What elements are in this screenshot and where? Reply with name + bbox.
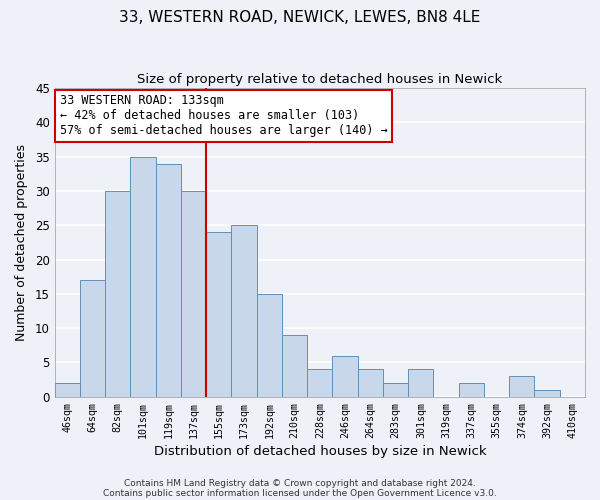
Bar: [105, 191, 130, 396]
Bar: [459, 383, 484, 396]
Bar: [408, 370, 433, 396]
Text: 33 WESTERN ROAD: 133sqm
← 42% of detached houses are smaller (103)
57% of semi-d: 33 WESTERN ROAD: 133sqm ← 42% of detache…: [60, 94, 388, 137]
Bar: [535, 390, 560, 396]
Bar: [509, 376, 535, 396]
Bar: [206, 232, 232, 396]
Bar: [257, 294, 282, 396]
Bar: [307, 370, 332, 396]
Bar: [232, 225, 257, 396]
Text: Contains public sector information licensed under the Open Government Licence v3: Contains public sector information licen…: [103, 488, 497, 498]
Bar: [130, 156, 155, 396]
X-axis label: Distribution of detached houses by size in Newick: Distribution of detached houses by size …: [154, 444, 486, 458]
Bar: [181, 191, 206, 396]
Bar: [358, 370, 383, 396]
Bar: [155, 164, 181, 396]
Bar: [332, 356, 358, 397]
Bar: [80, 280, 105, 396]
Title: Size of property relative to detached houses in Newick: Size of property relative to detached ho…: [137, 72, 502, 86]
Bar: [55, 383, 80, 396]
Text: Contains HM Land Registry data © Crown copyright and database right 2024.: Contains HM Land Registry data © Crown c…: [124, 478, 476, 488]
Y-axis label: Number of detached properties: Number of detached properties: [15, 144, 28, 341]
Bar: [282, 335, 307, 396]
Bar: [383, 383, 408, 396]
Text: 33, WESTERN ROAD, NEWICK, LEWES, BN8 4LE: 33, WESTERN ROAD, NEWICK, LEWES, BN8 4LE: [119, 10, 481, 25]
